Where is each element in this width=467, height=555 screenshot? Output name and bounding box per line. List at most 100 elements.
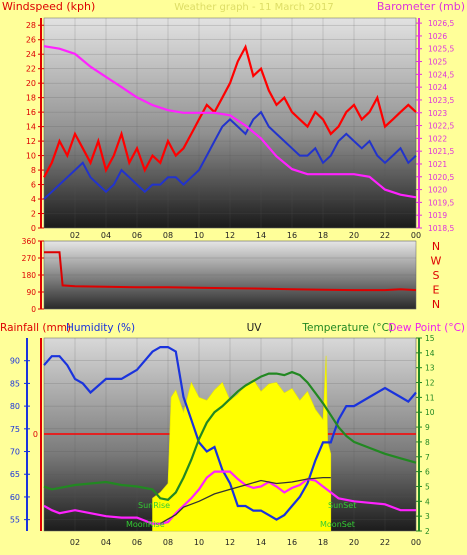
temp-tick-label: 5 bbox=[425, 482, 430, 491]
x-tick-label: 00 bbox=[411, 538, 421, 547]
temp-panel-header-label: Rainfall (mm) bbox=[0, 322, 71, 334]
rain-zero-label: 0 bbox=[33, 430, 38, 439]
temp-panel-header-label: Temperature (°C) bbox=[301, 322, 393, 334]
x-tick-label: 10 bbox=[194, 231, 204, 240]
x-tick-label: 04 bbox=[101, 231, 111, 240]
barometer-axis-label: Barometer (mb) bbox=[377, 0, 465, 13]
temp-tick-label: 4 bbox=[425, 497, 430, 506]
x-tick-label: 18 bbox=[318, 538, 328, 547]
x-tick-label: 08 bbox=[163, 538, 173, 547]
barometer-tick-label: 1024 bbox=[428, 83, 447, 92]
barometer-tick-label: 1021 bbox=[428, 160, 447, 169]
direction-tick-label: 90 bbox=[26, 288, 36, 297]
x-tick-label: 14 bbox=[256, 538, 266, 547]
series-solar bbox=[159, 476, 331, 525]
barometer-tick-label: 1020 bbox=[428, 186, 447, 195]
x-tick-label: 12 bbox=[225, 231, 235, 240]
humidity-tick-label: 80 bbox=[10, 402, 20, 411]
wind-tick-label: 6 bbox=[31, 181, 36, 190]
barometer-tick-label: 1026,5 bbox=[428, 19, 454, 28]
wind-tick-label: 14 bbox=[26, 123, 36, 132]
x-tick-label: 06 bbox=[132, 231, 142, 240]
astro-annotation: MoonRise bbox=[126, 520, 165, 529]
compass-label: S bbox=[433, 269, 440, 282]
series-temperature bbox=[43, 370, 417, 501]
temp-tick-label: 12 bbox=[425, 379, 435, 388]
x-tick-label: 12 bbox=[225, 538, 235, 547]
x-tick-label: 00 bbox=[411, 231, 421, 240]
wind-tick-label: 28 bbox=[26, 21, 36, 30]
humidity-tick-label: 90 bbox=[10, 357, 20, 366]
x-tick-label: 10 bbox=[194, 538, 204, 547]
x-tick-label: 18 bbox=[318, 231, 328, 240]
x-tick-label: 02 bbox=[70, 538, 80, 547]
temp-tick-label: 2 bbox=[425, 527, 430, 536]
wind-axis-label: Windspeed (kph) bbox=[2, 0, 95, 13]
x-tick-label: 22 bbox=[380, 538, 390, 547]
temp-tick-label: 7 bbox=[425, 453, 430, 462]
x-tick-label: 14 bbox=[256, 231, 266, 240]
barometer-tick-label: 1022 bbox=[428, 134, 447, 143]
humidity-tick-label: 75 bbox=[10, 425, 20, 434]
humidity-tick-label: 60 bbox=[10, 493, 20, 502]
compass-label: E bbox=[433, 284, 440, 297]
x-tick-label: 02 bbox=[70, 231, 80, 240]
temp-tick-label: 8 bbox=[425, 438, 430, 447]
barometer-tick-label: 1023 bbox=[428, 109, 447, 118]
barometer-tick-label: 1018,5 bbox=[428, 224, 454, 233]
temp-tick-label: 6 bbox=[425, 468, 430, 477]
temp-tick-label: 9 bbox=[425, 423, 430, 432]
compass-label: W bbox=[431, 255, 442, 268]
temp-panel-header-label: UV bbox=[247, 322, 263, 334]
barometer-tick-label: 1019 bbox=[428, 211, 447, 220]
astro-annotation: MoonSet bbox=[320, 520, 355, 529]
humidity-tick-label: 85 bbox=[10, 379, 20, 388]
compass-label: N bbox=[432, 298, 440, 311]
barometer-tick-label: 1021,5 bbox=[428, 147, 454, 156]
chart-title: Weather graph - 11 March 2017 bbox=[174, 2, 334, 13]
temp-tick-label: 10 bbox=[425, 408, 435, 417]
direction-tick-label: 0 bbox=[31, 305, 36, 314]
direction-tick-label: 180 bbox=[22, 271, 37, 280]
wind-tick-label: 26 bbox=[26, 36, 36, 45]
barometer-tick-label: 1026 bbox=[428, 32, 447, 41]
wind-tick-label: 0 bbox=[31, 224, 36, 233]
series-gust bbox=[43, 44, 417, 178]
x-tick-label: 16 bbox=[287, 231, 297, 240]
wind-tick-label: 24 bbox=[26, 50, 36, 59]
barometer-tick-label: 1019,5 bbox=[428, 198, 454, 207]
barometer-tick-label: 1024,5 bbox=[428, 70, 454, 79]
series-average bbox=[43, 110, 417, 200]
series-barometer bbox=[43, 45, 417, 199]
direction-tick-label: 270 bbox=[22, 254, 37, 263]
temp-tick-label: 15 bbox=[425, 334, 435, 343]
x-tick-label: 20 bbox=[349, 538, 359, 547]
barometer-tick-label: 1023,5 bbox=[428, 96, 454, 105]
series-dew-point bbox=[43, 470, 416, 525]
wind-tick-label: 10 bbox=[26, 152, 36, 161]
wind-tick-label: 2 bbox=[31, 210, 36, 219]
barometer-tick-label: 1025 bbox=[428, 58, 447, 67]
temp-tick-label: 3 bbox=[425, 512, 430, 521]
barometer-tick-label: 1025,5 bbox=[428, 45, 454, 54]
wind-tick-label: 8 bbox=[31, 166, 36, 175]
astro-annotation: SunSet bbox=[328, 501, 356, 510]
wind-tick-label: 18 bbox=[26, 94, 36, 103]
compass-label: N bbox=[432, 240, 440, 253]
humidity-tick-label: 70 bbox=[10, 448, 20, 457]
temp-tick-label: 11 bbox=[425, 393, 435, 402]
humidity-tick-label: 65 bbox=[10, 470, 20, 479]
temp-tick-label: 14 bbox=[425, 349, 435, 358]
wind-tick-label: 20 bbox=[26, 79, 36, 88]
series-uv bbox=[152, 355, 332, 532]
temp-panel-header-label: Dew Point (°C) bbox=[388, 322, 465, 334]
astro-annotation: SunRise bbox=[138, 501, 170, 510]
x-tick-label: 04 bbox=[101, 538, 111, 547]
humidity-tick-label: 55 bbox=[10, 516, 20, 525]
temp-panel-header-label: Humidity (%) bbox=[66, 322, 135, 334]
series-wind-direction bbox=[44, 251, 417, 292]
x-tick-label: 08 bbox=[163, 231, 173, 240]
temp-tick-label: 13 bbox=[425, 364, 435, 373]
x-tick-label: 20 bbox=[349, 231, 359, 240]
